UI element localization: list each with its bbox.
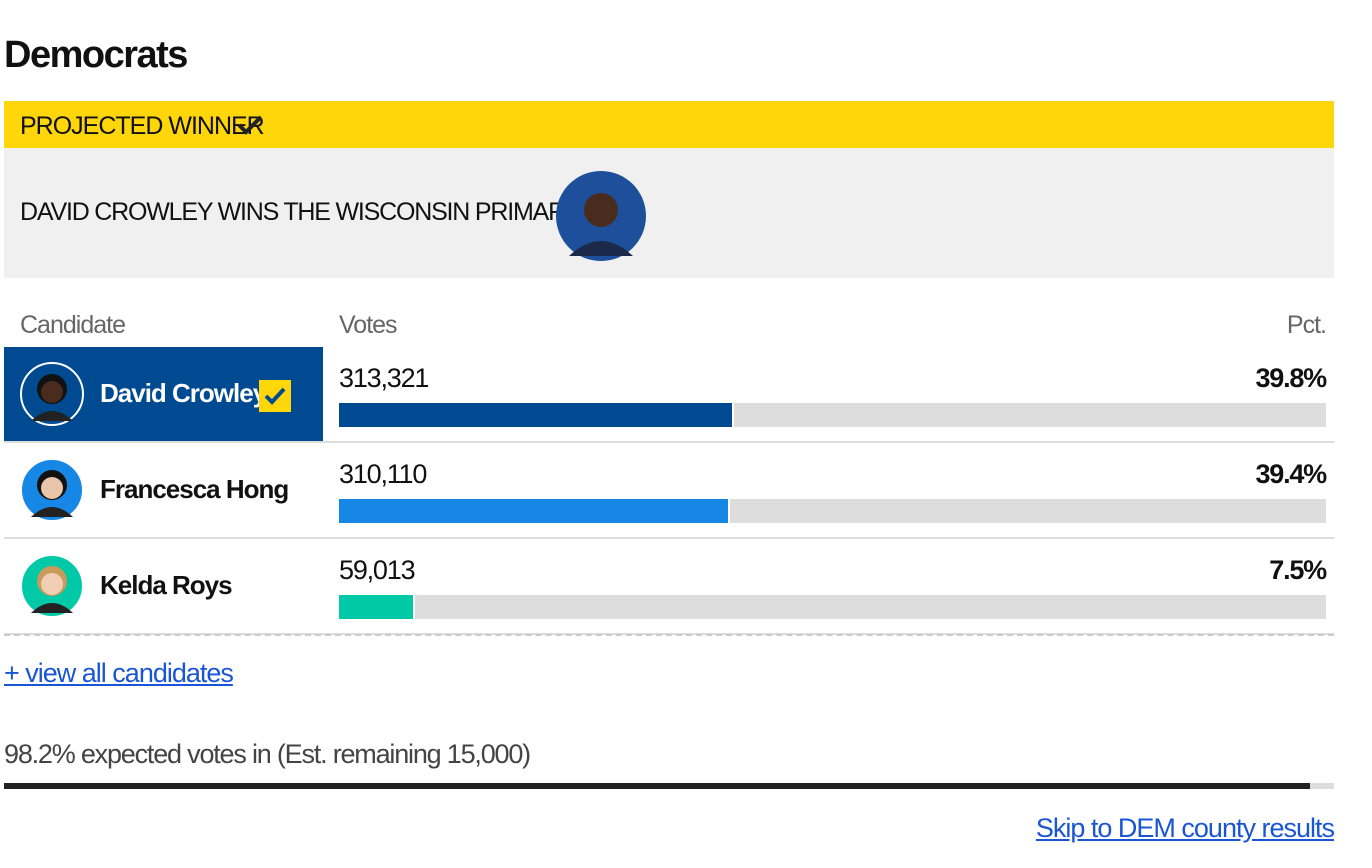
heading: Democrats [4,34,188,76]
vote-pct: 39.8% [1255,363,1327,393]
bar-track [339,403,1326,427]
candidate-row: David Crowley 313,321 39.8% [4,347,1334,443]
winner-photo [556,171,646,261]
bar-track [339,595,1326,619]
vote-bar [339,499,730,523]
winner-check [259,380,291,412]
divider [4,634,1334,636]
column-header: Pct. [1286,311,1327,339]
vote-pct: 39.4% [1255,459,1327,489]
candidate-photo [20,362,84,426]
candidate-name: Kelda Roys [100,570,233,600]
winner-headline: DAVID CROWLEY WINS THE WISCONSIN PRIMARY [20,198,581,226]
vote-pct: 7.5% [1269,555,1327,585]
vote-count: 313,321 [339,363,429,393]
candidate-row: Kelda Roys 59,013 7.5% [4,539,1334,635]
check-icon [264,387,286,405]
candidate-row: Francesca Hong 310,110 39.4% [4,443,1334,539]
view-all-link[interactable]: + view all candidates [4,658,234,688]
check-icon [237,115,263,135]
vote-count: 310,110 [339,459,427,489]
candidate-photo [20,458,84,522]
winner-box: DAVID CROWLEY WINS THE WISCONSIN PRIMARY [4,148,1334,278]
vote-bar [339,403,734,427]
winner-banner: PROJECTED WINNER [4,101,1334,148]
banner-label: PROJECTED WINNER [20,112,265,140]
reporting-track [4,783,1334,789]
vote-count: 59,013 [339,555,416,585]
column-header: Votes [339,311,398,339]
candidate-photo [20,554,84,618]
skip-link[interactable]: Skip to DEM county results [1035,813,1335,843]
bar-track [339,499,1326,523]
reporting-text: 98.2% expected votes in (Est. remaining … [4,739,531,769]
column-header: Candidate [20,311,126,339]
vote-bar [339,595,416,619]
reporting-bar [4,783,1311,789]
candidate-name: David Crowley [100,378,267,408]
candidate-name: Francesca Hong [100,474,289,504]
